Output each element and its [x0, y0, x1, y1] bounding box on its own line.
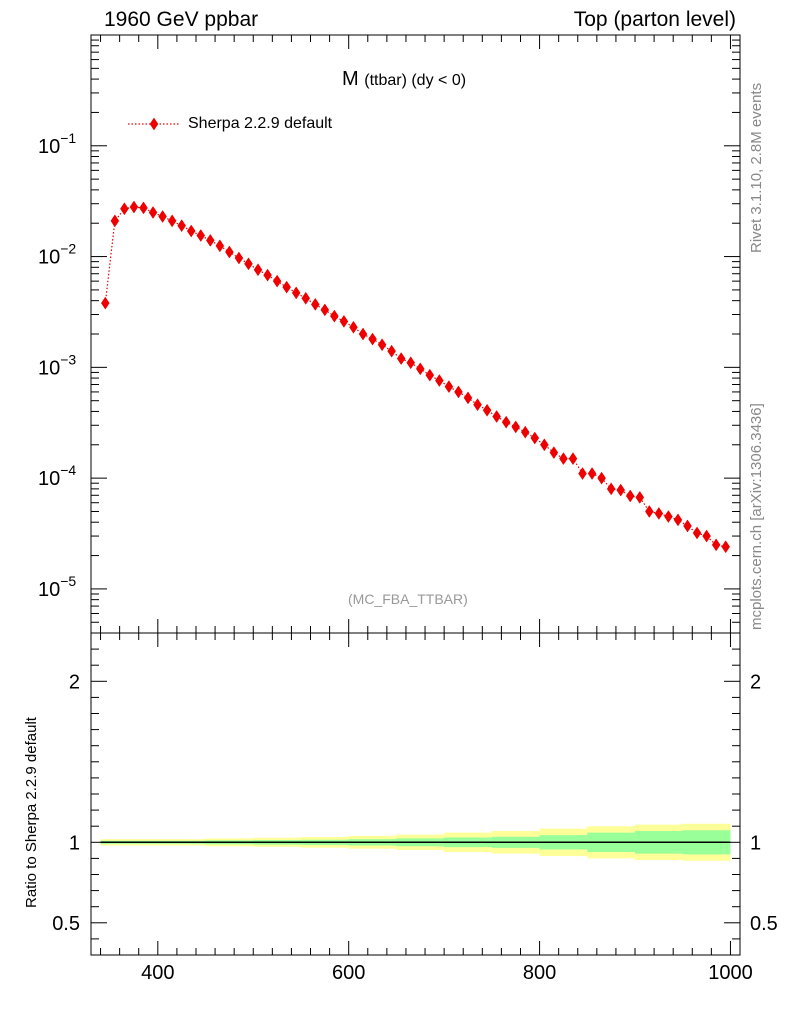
data-point [444, 380, 454, 394]
data-point [234, 251, 244, 265]
data-point [654, 506, 664, 520]
data-point [158, 210, 167, 223]
ratio-y-tick-label-left: 0.5 [52, 913, 80, 935]
x-tick-label: 400 [141, 962, 174, 984]
data-point [692, 526, 702, 540]
y-tick-label: 10−2 [38, 241, 76, 269]
data-point [148, 206, 158, 219]
data-point [291, 286, 301, 300]
data-point [645, 505, 654, 518]
data-point [110, 214, 120, 228]
data-point [330, 309, 339, 323]
data-point [387, 344, 396, 358]
data-point [101, 296, 110, 310]
ratio-y-tick-label-right: 0.5 [750, 913, 778, 935]
data-point [587, 467, 597, 480]
data-point [435, 374, 444, 388]
y-tick-label: 10−3 [38, 351, 76, 379]
y-tick-label: 10−5 [38, 573, 76, 601]
data-point [702, 529, 711, 543]
data-point [139, 201, 148, 215]
data-point [597, 471, 606, 485]
data-point [282, 280, 291, 294]
mcplots-label: mcplots.cern.ch [arXiv:1306.3436] [748, 403, 765, 630]
data-point [415, 362, 425, 376]
data-point [377, 338, 387, 352]
analysis-watermark: (MC_FBA_TTBAR) [348, 591, 468, 607]
x-tick-label: 1000 [708, 962, 753, 984]
data-point [196, 229, 206, 242]
data-point [396, 352, 406, 366]
data-point [349, 320, 358, 334]
data-point [664, 510, 673, 524]
data-point [473, 398, 482, 412]
legend-entry-label: Sherpa 2.2.9 default [188, 115, 333, 132]
y-tick-label: 10−1 [38, 130, 76, 158]
main-plot: 10−1 10−2 10−3 10−4 10−5 [38, 34, 741, 647]
data-point [463, 391, 473, 405]
ratio-plot-frame [90, 632, 741, 956]
data-point [511, 420, 521, 434]
data-point [244, 257, 253, 271]
legend [128, 117, 180, 131]
data-point [683, 519, 692, 533]
rivet-version-label: Rivet 3.1.10, 2.8M events [748, 82, 765, 253]
data-point [368, 332, 377, 346]
data-point [425, 368, 435, 382]
plot-title-sub: (ttbar) (dy < 0) [364, 72, 467, 89]
data-point [177, 219, 186, 233]
plot-title-main: M [342, 68, 359, 90]
y-tick-label: 10−4 [38, 462, 76, 490]
data-point [625, 489, 635, 503]
ratio-y-tick-label-right: 2 [750, 671, 761, 693]
legend-marker [149, 117, 159, 131]
data-point [454, 385, 463, 399]
data-point [339, 314, 349, 328]
data-point [167, 214, 177, 228]
data-point [206, 233, 215, 247]
data-point [263, 268, 272, 282]
data-point [606, 482, 616, 496]
data-point [301, 291, 311, 305]
data-point [186, 224, 196, 238]
data-point [673, 513, 683, 527]
ratio-plot: 400 600 800 1000 2 2 1 1 0.5 0.5 [52, 632, 778, 984]
data-point [540, 438, 549, 452]
data-point [358, 327, 368, 341]
data-point [492, 410, 501, 423]
header-energy: 1960 GeV ppbar [104, 8, 259, 31]
data-point [578, 467, 587, 480]
data-point [129, 200, 139, 214]
data-point [635, 490, 645, 504]
data-point [120, 202, 129, 216]
data-point [320, 303, 330, 317]
data-point [501, 415, 511, 429]
data-point [616, 483, 625, 497]
data-point [225, 245, 234, 259]
data-point [520, 425, 530, 439]
x-tick-label: 800 [523, 962, 556, 984]
x-tick-label: 600 [332, 962, 365, 984]
ratio-y-axis-label: Ratio to Sherpa 2.2.9 default [23, 717, 40, 908]
data-point [711, 538, 721, 552]
data-point [721, 540, 730, 554]
data-point [568, 452, 578, 466]
data-point [482, 403, 492, 417]
ratio-y-tick-label-left: 2 [69, 671, 80, 693]
ratio-y-tick-label-right: 1 [750, 832, 761, 854]
data-point [215, 239, 225, 253]
ratio-y-tick-label-left: 1 [69, 832, 80, 854]
data-point [272, 274, 282, 288]
data-point [406, 356, 416, 370]
data-point [253, 263, 263, 277]
data-point [530, 431, 540, 445]
data-point [310, 297, 320, 311]
header-process: Top (parton level) [573, 8, 736, 31]
data-point [549, 446, 559, 460]
data-point [559, 452, 568, 466]
plot-title: M (ttbar) (dy < 0) [342, 68, 466, 91]
